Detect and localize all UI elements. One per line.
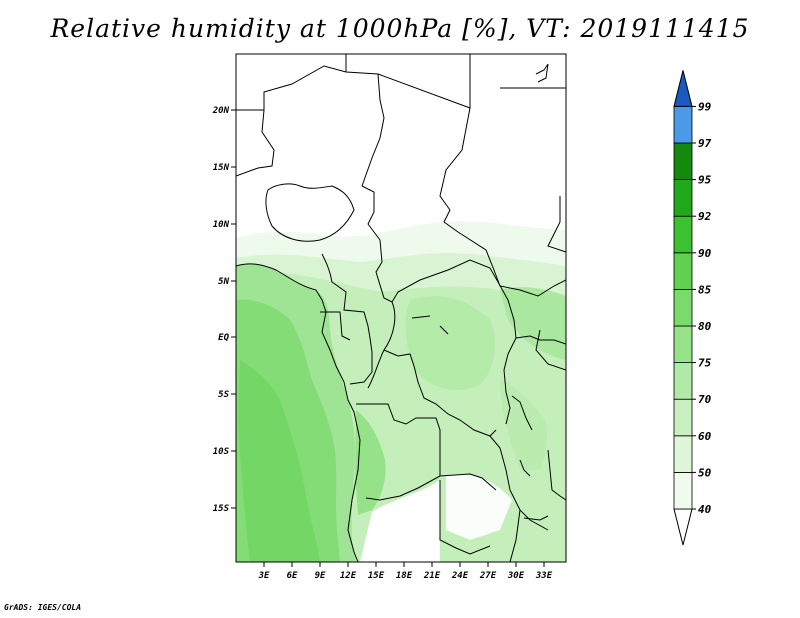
lat-label-20n: 20N bbox=[212, 106, 230, 116]
colorbar-label: 92 bbox=[698, 210, 712, 223]
lon-label-6e: 6E bbox=[287, 571, 298, 581]
lon-label-24e: 24E bbox=[451, 571, 469, 581]
lat-label-5n: 5N bbox=[218, 277, 229, 287]
colorbar-segment bbox=[673, 179, 693, 217]
colorbar-segment bbox=[673, 215, 693, 254]
colorbar-label: 50 bbox=[698, 466, 712, 479]
lat-label-15s: 15S bbox=[213, 504, 230, 514]
lat-label-10s: 10S bbox=[213, 447, 230, 457]
colorbar-max-arrow bbox=[673, 70, 693, 107]
colorbar-label: 90 bbox=[698, 247, 712, 260]
lon-axis: 3E 6E 9E 12E 15E 18E 21E 24E 27E 30E 33E bbox=[258, 562, 553, 581]
dry-southern-region bbox=[360, 480, 440, 562]
colorbar-label: 75 bbox=[698, 357, 712, 370]
colorbar-label: 99 bbox=[698, 100, 712, 113]
rh-80-lakes bbox=[500, 380, 548, 470]
lon-label-12e: 12E bbox=[340, 571, 357, 581]
lat-axis: 20N 15N 10N 5N EQ 5S 10S 15S bbox=[212, 106, 236, 514]
colorbar-min-arrow bbox=[673, 508, 693, 546]
lat-label-eq: EQ bbox=[218, 333, 229, 343]
colorbar-segment bbox=[673, 398, 693, 437]
lon-label-18e: 18E bbox=[396, 571, 413, 581]
map-frame bbox=[235, 53, 567, 563]
colorbar-label: 85 bbox=[698, 283, 712, 296]
colorbar-segment bbox=[673, 435, 693, 473]
chart-title: Relative humidity at 1000hPa [%], VT: 20… bbox=[50, 14, 750, 43]
colorbar-segment bbox=[673, 106, 693, 144]
lon-label-30e: 30E bbox=[507, 571, 525, 581]
lat-label-5s: 5S bbox=[218, 390, 229, 400]
colorbar-segment bbox=[673, 362, 693, 400]
rh-80-east bbox=[500, 287, 566, 360]
lat-label-15n: 15N bbox=[213, 163, 230, 173]
colorbar-label: 70 bbox=[698, 393, 712, 406]
lon-label-27e: 27E bbox=[479, 571, 497, 581]
lon-label-15e: 15E bbox=[368, 571, 385, 581]
lon-label-33e: 33E bbox=[535, 571, 553, 581]
colorbar-label: 80 bbox=[698, 320, 712, 333]
colorbar: 40 50 60 70 75 80 85 90 92 95 97 99 bbox=[673, 70, 712, 546]
colorbar-label: 40 bbox=[698, 503, 712, 516]
colorbar-segment bbox=[673, 288, 693, 327]
colorbar-segment bbox=[673, 325, 693, 363]
rh-80-central bbox=[405, 296, 496, 390]
lon-label-9e: 9E bbox=[315, 571, 326, 581]
lat-label-10n: 10N bbox=[213, 220, 230, 230]
lon-label-21e: 21E bbox=[423, 571, 441, 581]
colorbar-segment bbox=[673, 471, 693, 510]
colorbar-segment bbox=[673, 252, 693, 290]
footer-credit: GrADS: IGES/COLA bbox=[4, 603, 82, 612]
lon-label-3e: 3E bbox=[258, 571, 270, 581]
humidity-field bbox=[236, 221, 566, 562]
colorbar-label: 97 bbox=[698, 137, 712, 150]
colorbar-label: 95 bbox=[698, 174, 712, 187]
colorbar-label: 60 bbox=[698, 430, 712, 443]
rh-85-angola bbox=[355, 410, 386, 515]
country-borders bbox=[236, 54, 566, 562]
dry-southeast-region bbox=[446, 474, 512, 540]
colorbar-segment bbox=[673, 142, 693, 180]
rh-90-ocean bbox=[238, 360, 320, 562]
